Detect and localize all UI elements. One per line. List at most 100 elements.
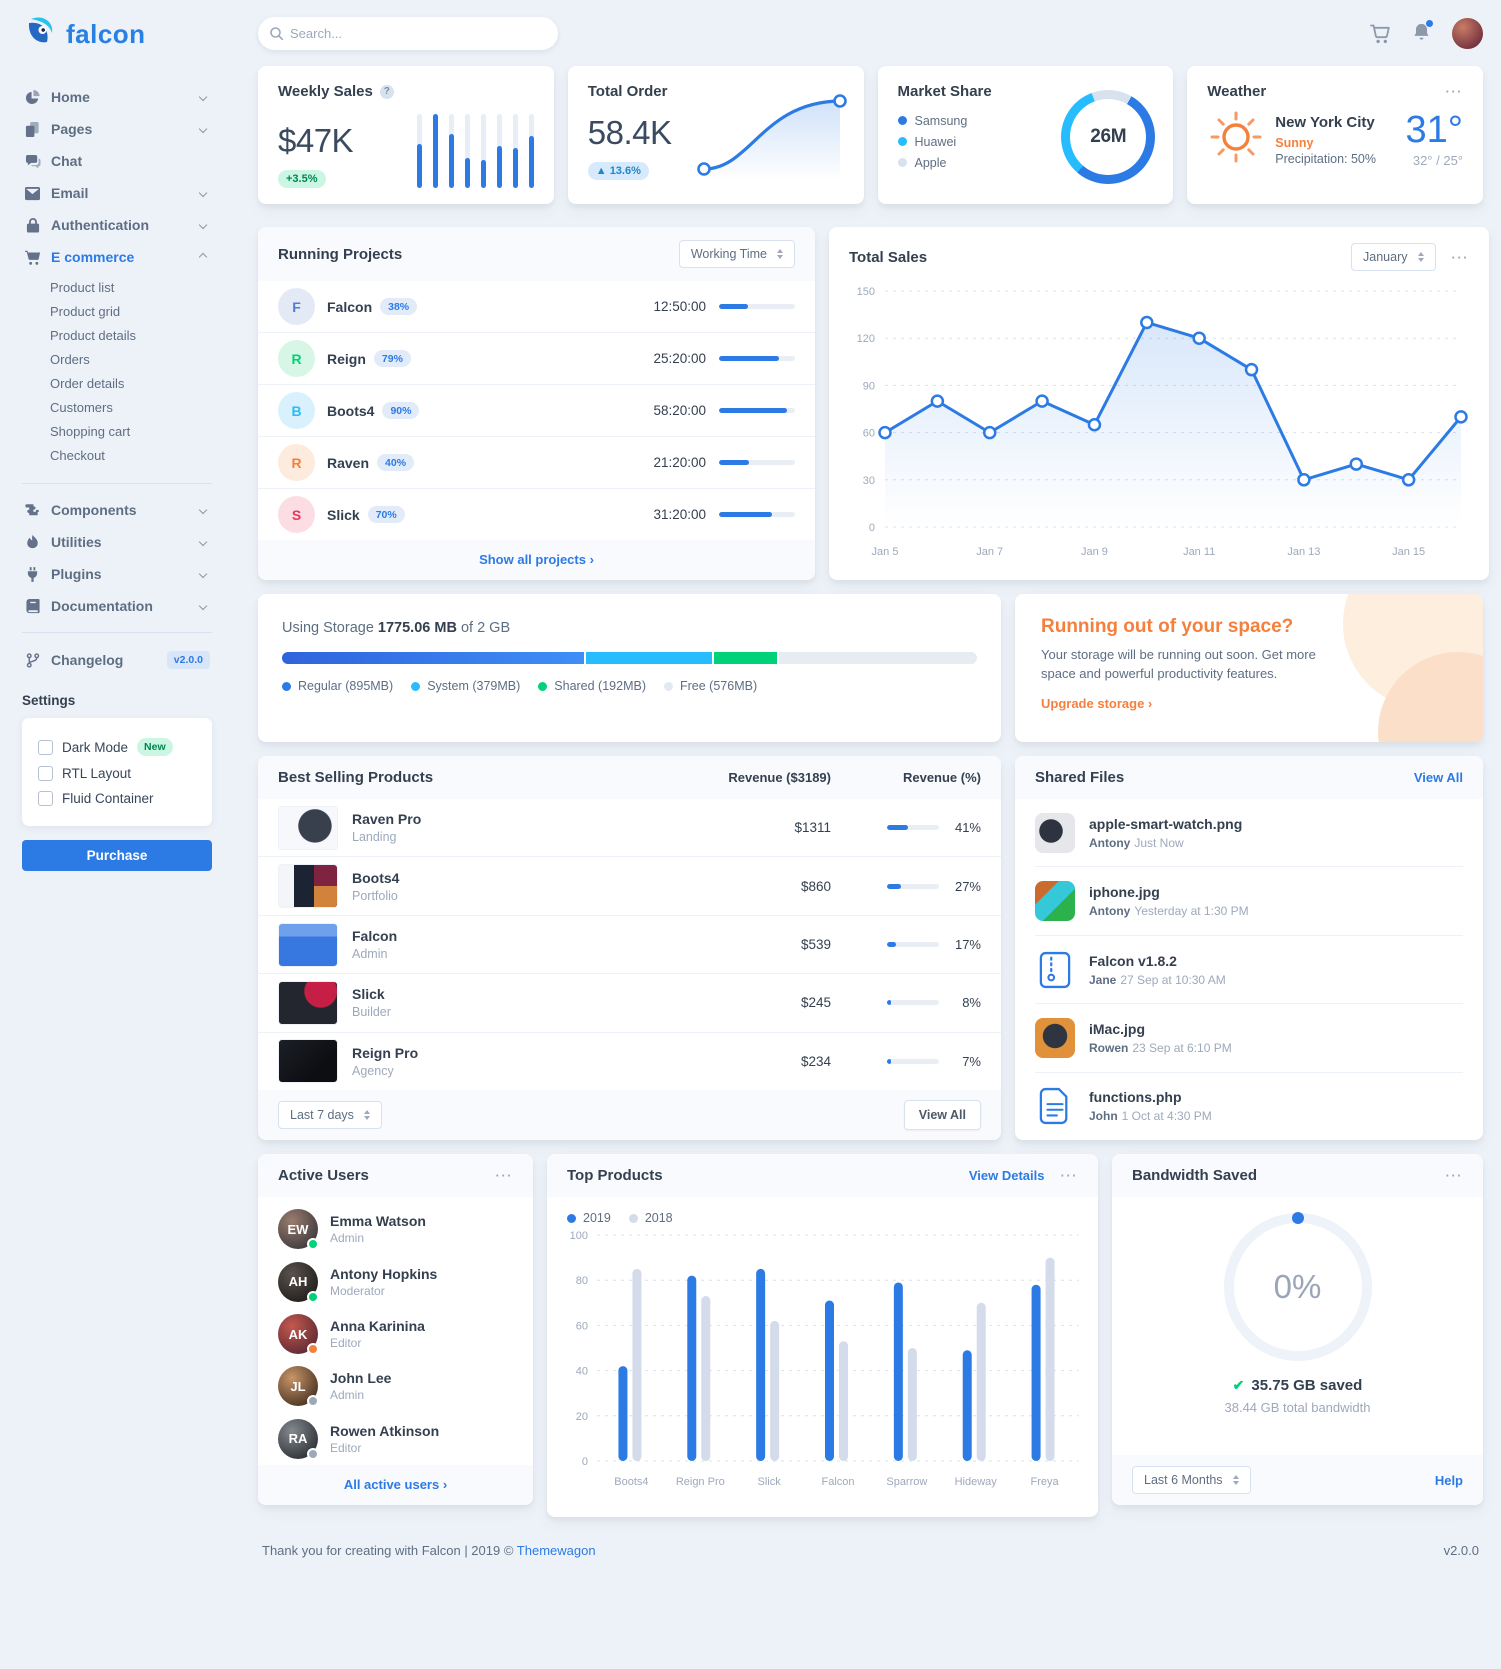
- project-time: 58:20:00: [653, 403, 706, 418]
- all-active-users-link[interactable]: All active users ›: [343, 1477, 448, 1492]
- setting-rtl-layout[interactable]: RTL Layout: [38, 761, 196, 786]
- total-order-value: 58.4K: [587, 114, 672, 151]
- product-revenue: $539: [800, 937, 831, 953]
- ellipsis-menu-icon[interactable]: [1452, 251, 1470, 264]
- file-name[interactable]: apple-smart-watch.png: [1089, 815, 1243, 832]
- user-name[interactable]: Emma Watson: [330, 1213, 426, 1230]
- market-share-value: 26M: [1090, 126, 1127, 147]
- sidebar-item-shopping-cart[interactable]: Shopping cart: [50, 423, 131, 439]
- files-view-all-link[interactable]: View All: [1413, 770, 1463, 785]
- market-share-title: Market Share: [897, 83, 992, 100]
- weekly-sales-value: $47K: [278, 122, 354, 159]
- ellipsis-menu-icon[interactable]: [1446, 85, 1464, 98]
- sidebar-item-label: Documentation: [51, 598, 153, 614]
- file-owner: John: [1089, 1109, 1118, 1124]
- sidebar-item-checkout[interactable]: Checkout: [50, 447, 105, 463]
- file-name[interactable]: Falcon v1.8.2: [1089, 952, 1177, 969]
- user-name[interactable]: John Lee: [330, 1370, 392, 1387]
- help-link[interactable]: Help: [1434, 1472, 1463, 1488]
- help-icon[interactable]: [379, 84, 394, 99]
- avatar[interactable]: [1452, 17, 1483, 49]
- topbar: [258, 16, 1483, 50]
- sidebar-item-home[interactable]: Home: [22, 81, 212, 113]
- svg-text:120: 120: [857, 333, 875, 345]
- ellipsis-menu-icon[interactable]: [1061, 1169, 1079, 1182]
- storage-legend-label: Regular (895MB): [298, 679, 394, 693]
- file-row-iphone-jpg: iphone.jpg Antony Yesterday at 1:30 PM: [1035, 866, 1463, 934]
- topbar-actions: [1369, 17, 1483, 49]
- sidebar-item-email[interactable]: Email: [22, 177, 212, 209]
- falcon-dashboard: falcon Home Pages Chat Email Authentication E…: [0, 0, 1501, 1588]
- brand[interactable]: falcon: [22, 14, 212, 55]
- checkbox[interactable]: [38, 739, 53, 755]
- checkbox[interactable]: [38, 791, 53, 806]
- setting-fluid-container[interactable]: Fluid Container: [38, 786, 196, 811]
- sidebar-item-product-grid[interactable]: Product grid: [50, 303, 121, 319]
- project-row-boots4: B Boots4 90% 58:20:00: [258, 384, 815, 436]
- legend-item-huawei: Huawei: [897, 131, 1154, 152]
- sidebar-item-components[interactable]: Components: [22, 494, 212, 526]
- month-select[interactable]: January: [1351, 243, 1436, 271]
- sidebar-item-product-list[interactable]: Product list: [50, 279, 115, 295]
- legend-item-samsung: Samsung: [897, 110, 1154, 131]
- sidebar-item-plugins[interactable]: Plugins: [22, 558, 212, 590]
- user-name[interactable]: Anna Karinina: [330, 1318, 425, 1335]
- sidebar-item-order-details[interactable]: Order details: [50, 375, 125, 391]
- last-6-months-select[interactable]: Last 6 Months: [1132, 1466, 1251, 1494]
- sidebar-item-pages[interactable]: Pages: [22, 113, 212, 145]
- projects-sales-row: Running Projects Working Time F Falcon 38%…: [258, 227, 1489, 580]
- themewagon-link[interactable]: Themewagon: [516, 1543, 596, 1558]
- product-row-falcon: Falcon Admin $539 17%: [258, 914, 1001, 973]
- storage-title: Using Storage 1775.06 MB of 2 GB: [282, 620, 511, 636]
- sidebar-item-customers[interactable]: Customers: [50, 399, 113, 415]
- user-name[interactable]: Rowen Atkinson: [330, 1422, 440, 1439]
- product-pct: 8%: [962, 995, 981, 1011]
- view-all-button[interactable]: View All: [903, 1100, 981, 1130]
- file-meta: Antony Yesterday at 1:30 PM: [1089, 904, 1249, 918]
- progress-track: [887, 942, 939, 948]
- sidebar-item-product-details[interactable]: Product details: [50, 327, 136, 343]
- user-status-dot: [307, 1238, 319, 1251]
- upgrade-storage-link[interactable]: Upgrade storage ›: [1041, 695, 1153, 711]
- file-name[interactable]: iMac.jpg: [1089, 1020, 1146, 1037]
- sidebar-item-chat[interactable]: Chat: [22, 145, 212, 177]
- sidebar-item-orders[interactable]: Orders: [50, 351, 90, 367]
- checkbox[interactable]: [38, 766, 53, 781]
- ellipsis-menu-icon[interactable]: [496, 1169, 514, 1182]
- product-pct-cell: 8%: [831, 995, 981, 1010]
- last-7-days-select[interactable]: Last 7 days: [278, 1101, 382, 1129]
- products-files-row: Best Selling Products Revenue ($3189) Re…: [258, 756, 1483, 1140]
- project-progress-group: 25:20:00: [653, 351, 795, 366]
- ellipsis-menu-icon[interactable]: [1446, 1169, 1464, 1182]
- file-name[interactable]: functions.php: [1089, 1089, 1182, 1106]
- show-all-projects-link[interactable]: Show all projects ›: [479, 552, 594, 567]
- purchase-button[interactable]: Purchase: [22, 840, 212, 871]
- storage-segment-regular-895mb-: [282, 652, 586, 664]
- file-name[interactable]: iphone.jpg: [1089, 884, 1160, 901]
- project-pct-badge: 79%: [373, 350, 411, 367]
- sidebar-item-changelog[interactable]: Changelog v2.0.0: [22, 643, 212, 677]
- setting-dark-mode[interactable]: Dark Mode New: [38, 733, 196, 761]
- file-meta: John 1 Oct at 4:30 PM: [1089, 1109, 1212, 1123]
- search-input[interactable]: [258, 16, 558, 50]
- bell-icon[interactable]: [1411, 19, 1434, 44]
- view-details-link[interactable]: View Details: [968, 1168, 1045, 1183]
- svg-text:60: 60: [576, 1320, 588, 1332]
- cart-icon[interactable]: [1369, 23, 1391, 44]
- sidebar-item-utilities[interactable]: Utilities: [22, 526, 212, 558]
- new-badge: New: [137, 738, 173, 756]
- user-name[interactable]: Antony Hopkins: [330, 1265, 438, 1282]
- sidebar-item-documentation[interactable]: Documentation: [22, 590, 212, 622]
- file-row-apple-smart-watch-png: apple-smart-watch.png Antony Just Now: [1035, 799, 1463, 866]
- svg-text:20: 20: [576, 1411, 588, 1423]
- legend-label: Huawei: [914, 134, 957, 149]
- falcon-logo-icon: [22, 14, 58, 55]
- product-name: Falcon: [352, 928, 398, 945]
- sidebar-item-e-commerce[interactable]: E commerce: [22, 241, 212, 273]
- working-time-select[interactable]: Working Time: [678, 240, 795, 268]
- running-projects-title: Running Projects: [278, 245, 403, 263]
- sidebar-item-authentication[interactable]: Authentication: [22, 209, 212, 241]
- project-pct-badge: 90%: [382, 402, 420, 419]
- market-share-donut: 26M: [1061, 90, 1156, 184]
